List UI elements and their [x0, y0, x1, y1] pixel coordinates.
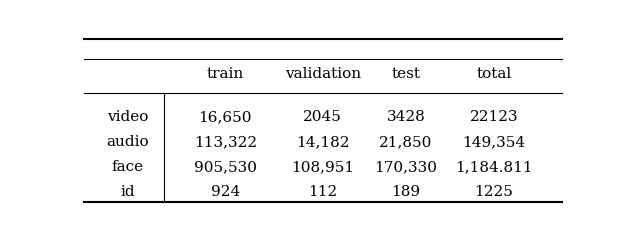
- Text: 3428: 3428: [386, 110, 425, 124]
- Text: 112: 112: [308, 184, 338, 198]
- Text: 113,322: 113,322: [193, 135, 257, 149]
- Text: audio: audio: [106, 135, 149, 149]
- Text: 189: 189: [391, 184, 420, 198]
- Text: 21,850: 21,850: [379, 135, 433, 149]
- Text: 1225: 1225: [474, 184, 513, 198]
- Text: 905,530: 905,530: [194, 159, 257, 173]
- Text: 2045: 2045: [304, 110, 342, 124]
- Text: test: test: [391, 67, 420, 81]
- Text: total: total: [476, 67, 512, 81]
- Text: 108,951: 108,951: [291, 159, 355, 173]
- Text: validation: validation: [285, 67, 361, 81]
- Text: 1,184.811: 1,184.811: [455, 159, 532, 173]
- Text: 924: 924: [210, 184, 240, 198]
- Text: 14,182: 14,182: [296, 135, 350, 149]
- Text: 16,650: 16,650: [198, 110, 252, 124]
- Text: id: id: [120, 184, 135, 198]
- Text: 149,354: 149,354: [462, 135, 525, 149]
- Text: face: face: [112, 159, 144, 173]
- Text: 22123: 22123: [469, 110, 518, 124]
- Text: train: train: [207, 67, 244, 81]
- Text: 170,330: 170,330: [374, 159, 437, 173]
- Text: video: video: [107, 110, 148, 124]
